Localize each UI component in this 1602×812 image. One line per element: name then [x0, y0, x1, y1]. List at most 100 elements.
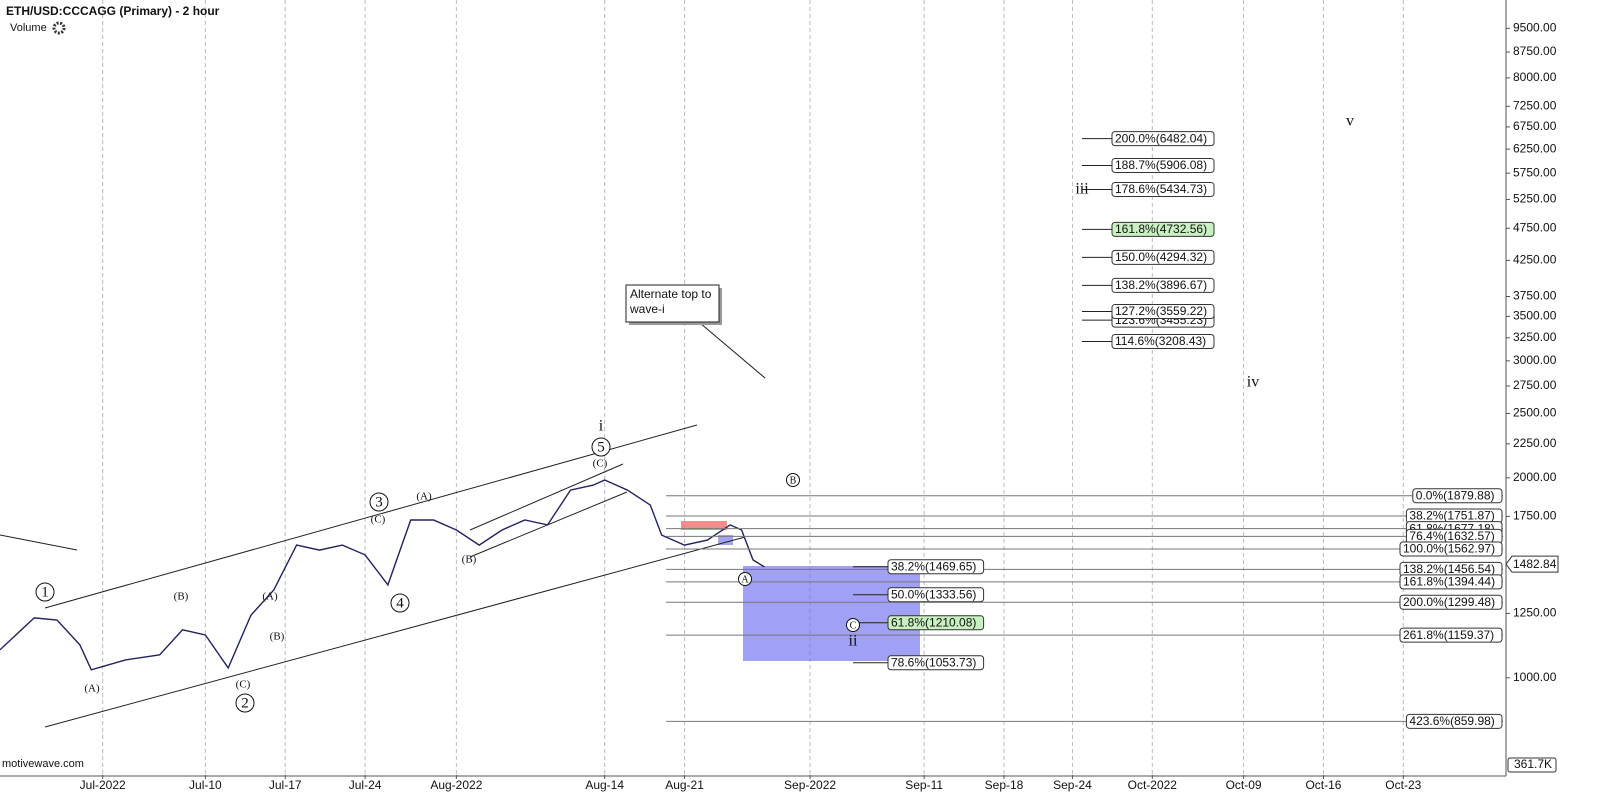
y-tick-label: 5250.00 — [1513, 192, 1557, 206]
wave-label: 3 — [375, 494, 383, 510]
inner-channel-upper — [469, 463, 624, 531]
fib-label: 161.8%(4732.56) — [1115, 222, 1207, 236]
gear[interactable] — [52, 21, 66, 35]
fib-label: 76.4%(1632.57) — [1409, 529, 1494, 543]
y-tick-label: 4750.00 — [1513, 220, 1557, 234]
wave-circle — [738, 572, 752, 586]
resistance-zone — [681, 521, 727, 530]
channel-lower — [44, 536, 746, 728]
y-tick-label: 6750.00 — [1513, 119, 1557, 133]
wave-label: 5 — [597, 439, 605, 455]
fib-label: 178.6%(5434.73) — [1115, 182, 1207, 196]
watermark: motivewave.com — [2, 758, 84, 770]
wave-label: v — [1346, 113, 1354, 130]
last-price-tag — [1505, 555, 1559, 573]
settings-icon[interactable] — [52, 21, 66, 35]
x-tick-label: Oct-16 — [1305, 778, 1341, 792]
fib-label-box — [887, 615, 985, 631]
x-tick-label: Jul-17 — [269, 778, 302, 792]
y-tick-label: 1000.00 — [1513, 670, 1557, 684]
y-tick-label: 2750.00 — [1513, 378, 1557, 392]
wave-label: (C) — [593, 458, 608, 470]
volume-max-box — [1507, 757, 1557, 773]
wave-circle — [369, 492, 389, 512]
last-price-label: 1482.84 — [1513, 557, 1557, 571]
y-tick-label: 5750.00 — [1513, 165, 1557, 179]
wave-label: (C) — [371, 514, 386, 526]
y-tick-label: 9500.00 — [1513, 20, 1557, 34]
fib-label: 200.0%(1299.48) — [1403, 595, 1495, 609]
wave-label: 4 — [396, 595, 404, 611]
wave-circle — [35, 582, 55, 602]
x-tick-label: Aug-21 — [665, 778, 704, 792]
fib-label-box — [1111, 333, 1215, 349]
wave-label: (B) — [270, 631, 285, 643]
wave-label: i — [599, 418, 604, 435]
x-tick-label: Oct-23 — [1385, 778, 1421, 792]
wave-circle — [235, 693, 255, 713]
fib-label: 61.8%(1210.08) — [891, 615, 976, 629]
wave-label: iv — [1247, 374, 1259, 391]
fib-label: 188.7%(5906.08) — [1115, 158, 1207, 172]
chart-title: ETH/USD:CCCAGG (Primary) - 2 hour — [6, 4, 220, 18]
x-tick-label: Aug-2022 — [430, 778, 482, 792]
price-line — [0, 479, 765, 671]
volume-label: Volume — [10, 22, 47, 34]
fib-label-box — [1111, 131, 1215, 147]
fib-label: 138.2%(1456.54) — [1403, 562, 1495, 576]
fib-label: 38.2%(1751.87) — [1409, 509, 1494, 523]
fib-label-box — [1399, 594, 1503, 610]
callout-text: Alternate top to wave-i — [630, 287, 712, 316]
fib-label: 127.2%(3559.22) — [1115, 304, 1207, 318]
x-tick-label: Sep-18 — [985, 778, 1024, 792]
y-tick-label: 3500.00 — [1513, 309, 1557, 323]
wave-label: (C) — [236, 679, 251, 691]
fib-label-box — [1111, 181, 1215, 197]
y-tick-label: 7250.00 — [1513, 98, 1557, 112]
fib-label-box — [1412, 488, 1503, 504]
y-tick-label: 3250.00 — [1513, 330, 1557, 344]
y-tick-label: 1250.00 — [1513, 606, 1557, 620]
x-tick-label: Oct-09 — [1226, 778, 1262, 792]
fib-label-box — [1111, 157, 1215, 173]
y-tick-label: 3000.00 — [1513, 353, 1557, 367]
fib-label-box — [887, 655, 985, 671]
wave-label: iii — [1075, 181, 1089, 198]
fib-label-box — [1399, 627, 1503, 643]
wave-label: (B) — [174, 591, 189, 603]
fib-label: 161.8%(1394.44) — [1403, 575, 1495, 589]
y-tick-label: 8000.00 — [1513, 70, 1557, 84]
fib-label: 0.0%(1879.88) — [1416, 488, 1495, 502]
wave-label: (A) — [84, 683, 100, 695]
fib-label-box — [887, 559, 985, 575]
fib-label-box — [1111, 249, 1215, 265]
y-tick-label: 8750.00 — [1513, 44, 1557, 58]
callout-box — [625, 284, 720, 323]
fib-label: 50.0%(1333.56) — [891, 587, 976, 601]
wave-circle — [786, 473, 800, 487]
wave-label: (A) — [416, 491, 432, 503]
channel-upper — [44, 424, 698, 609]
x-tick-label: Sep-2022 — [784, 778, 836, 792]
fib-label-box — [1399, 574, 1503, 590]
target-zone — [743, 566, 920, 661]
wave-label: C — [850, 620, 857, 631]
y-tick-label: 6250.00 — [1513, 141, 1557, 155]
fib-label: 261.8%(1159.37) — [1403, 628, 1494, 642]
gear-hole — [57, 26, 61, 30]
fib-label-box — [1399, 541, 1503, 557]
wave-label: A — [741, 574, 749, 585]
wave-circle — [591, 437, 611, 457]
callout-wrap: Alternate top to wave-i — [630, 287, 712, 316]
fib-label: 100.0%(1562.97) — [1403, 542, 1495, 556]
fib-label-box — [1111, 277, 1215, 293]
fib-label-box — [1111, 304, 1215, 320]
callout-pointer — [699, 322, 766, 379]
fib-label-box — [1111, 221, 1215, 237]
x-tick-label: Jul-24 — [349, 778, 382, 792]
fib-label-box — [1405, 713, 1503, 729]
volume-max-label: 361.7K — [1514, 757, 1552, 771]
y-tick-label: 1750.00 — [1513, 509, 1557, 523]
wave-circle — [846, 618, 860, 632]
